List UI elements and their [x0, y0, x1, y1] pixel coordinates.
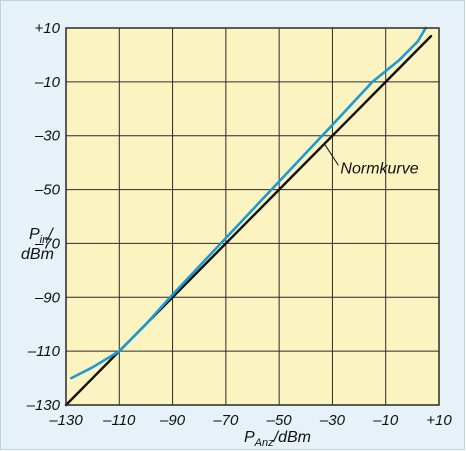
x-tick-label: –70 — [212, 412, 239, 429]
y-axis-label: Pin/ — [29, 226, 54, 246]
y-axis-label-unit: dBm — [21, 246, 54, 263]
y-tick-label: –10 — [34, 74, 61, 91]
x-tick-label: –10 — [372, 412, 399, 429]
annotation-normkurve: Normkurve — [340, 160, 418, 177]
y-tick-label: –30 — [34, 128, 61, 145]
y-axis-label-main: P — [29, 226, 40, 243]
series-lines — [64, 26, 433, 407]
x-tick-label: +10 — [426, 412, 452, 429]
x-axis-label-subscript: Anz — [254, 437, 274, 449]
y-axis-label-subscript: in — [40, 234, 49, 246]
annotation-leader-line — [324, 143, 339, 166]
y-tick-label: –70 — [34, 235, 61, 252]
y-tick-label: –90 — [34, 289, 61, 306]
x-axis-label-main: P — [244, 429, 255, 446]
x-axis-label: PAnz/dBm — [244, 429, 311, 449]
y-tick-label: +10 — [35, 20, 61, 37]
y-tick-label: –50 — [34, 182, 61, 199]
y-tick-label: –130 — [26, 397, 61, 414]
y-axis-label-slash: / — [47, 226, 54, 243]
y-tick-labels: +10 –10 –30 –50 –70 –90 –110 –130 — [26, 20, 61, 414]
x-tick-label: –110 — [102, 412, 136, 429]
x-tick-label: –90 — [159, 412, 186, 429]
y-tick-label: –110 — [27, 343, 61, 360]
x-tick-label: –30 — [319, 412, 346, 429]
x-tick-labels: –130 –110 –90 –70 –50 –30 –10 +10 — [48, 412, 452, 429]
x-axis-label-unit: /dBm — [273, 429, 311, 446]
x-tick-label: –130 — [48, 412, 83, 429]
plot-frame — [65, 27, 440, 406]
measured-curve-line — [70, 26, 428, 380]
x-tick-label: –50 — [266, 412, 293, 429]
